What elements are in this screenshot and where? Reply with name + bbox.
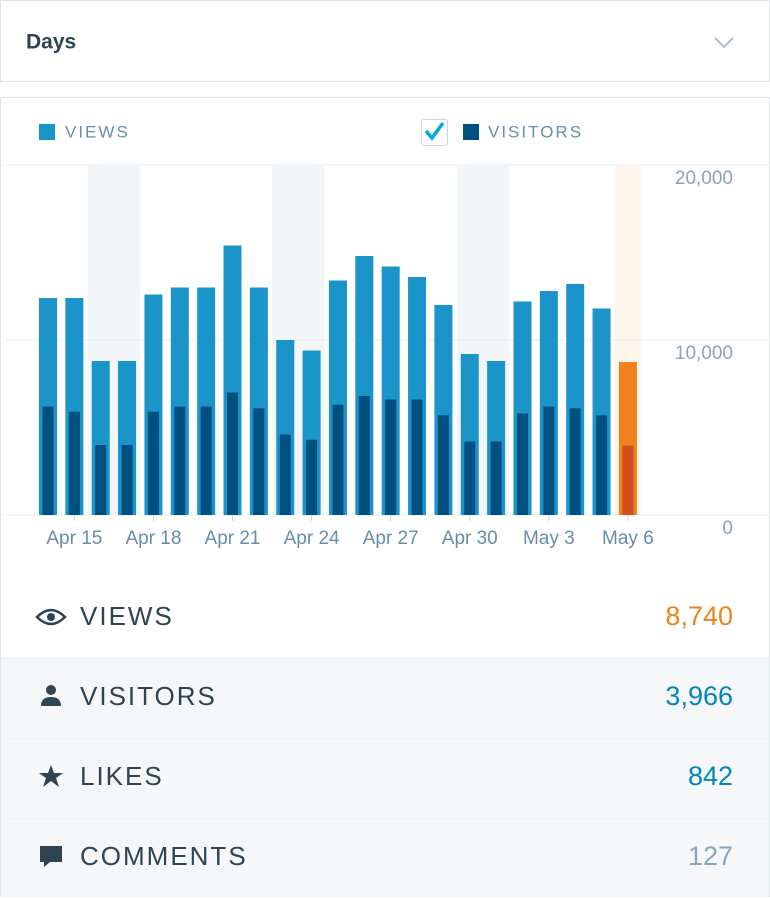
eye-icon xyxy=(35,608,67,626)
visitors-bar xyxy=(490,441,502,515)
x-tick-label: Apr 30 xyxy=(442,528,498,549)
visitors-bar xyxy=(147,411,159,515)
visitors-bar xyxy=(253,408,265,515)
stat-row xyxy=(1,578,769,657)
checkmark xyxy=(424,121,445,141)
icons xyxy=(35,608,67,867)
visitors-bar xyxy=(68,411,80,515)
stat-row xyxy=(1,738,769,817)
stats-list: VIEWS 8,740 VISITORS 3,966 LIKES 842 COMMENTS 1… xyxy=(1,578,769,897)
comment-icon xyxy=(40,846,62,867)
visitors-bar xyxy=(306,439,318,515)
visitors-bar xyxy=(596,415,608,515)
visitors-bar xyxy=(622,445,634,515)
x-tick-label: May 6 xyxy=(602,528,654,549)
chevron[interactable] xyxy=(714,37,734,49)
star-icon xyxy=(39,765,63,787)
visitors-bar xyxy=(411,399,423,515)
visitors-bar xyxy=(516,413,528,515)
x-tick-label: Apr 21 xyxy=(205,528,261,549)
x-tick-label: Apr 15 xyxy=(46,528,102,549)
period-label: Days xyxy=(26,31,76,54)
person-icon xyxy=(41,697,61,706)
legend-swatch xyxy=(463,124,479,140)
visitors-bar xyxy=(464,441,476,515)
visitors-bar xyxy=(174,406,186,515)
legend-label: VIEWS xyxy=(65,122,130,141)
stat-value: 842 xyxy=(688,761,733,791)
y-tick-label: 0 xyxy=(722,518,733,539)
y-tick-label: 20,000 xyxy=(675,168,733,189)
x-tick-label: Apr 27 xyxy=(363,528,419,549)
plot: 0 10,000 20,000 Apr 15 Apr 18 Apr 21 Apr 24 Apr… xyxy=(0,164,770,549)
visitors-bar xyxy=(279,434,291,515)
person-icon xyxy=(46,685,56,695)
visitors-bar xyxy=(437,415,449,515)
visitors-bar xyxy=(42,406,54,515)
visitors-bar xyxy=(569,408,581,515)
visitors-bar xyxy=(332,404,344,515)
stat-value: 8,740 xyxy=(665,601,733,631)
visitors-bar xyxy=(543,406,555,515)
stat-label: VISITORS xyxy=(80,681,217,711)
visitors-bar xyxy=(95,445,107,515)
stat-label: VIEWS xyxy=(80,601,174,631)
stat-value: 3,966 xyxy=(665,681,733,711)
x-tick-label: Apr 24 xyxy=(284,528,340,549)
y-tick-label: 10,000 xyxy=(675,343,733,364)
stat-value: 127 xyxy=(688,841,733,871)
visitors-bar xyxy=(200,406,212,515)
visitors-bar xyxy=(121,445,133,515)
visitors-bar xyxy=(227,392,239,515)
visitors-bar xyxy=(358,396,370,515)
stat-label: LIKES xyxy=(80,761,164,791)
legend-swatch xyxy=(39,124,55,140)
stat-row xyxy=(1,818,769,897)
eye-icon xyxy=(47,613,55,621)
stat-row xyxy=(1,658,769,737)
x-tick-label: Apr 18 xyxy=(125,528,181,549)
period-select[interactable] xyxy=(0,0,770,82)
x-tick-label: May 3 xyxy=(523,528,575,549)
visitors-bar xyxy=(385,399,397,515)
legend-label: VISITORS xyxy=(488,122,583,141)
stat-label: COMMENTS xyxy=(80,841,248,871)
